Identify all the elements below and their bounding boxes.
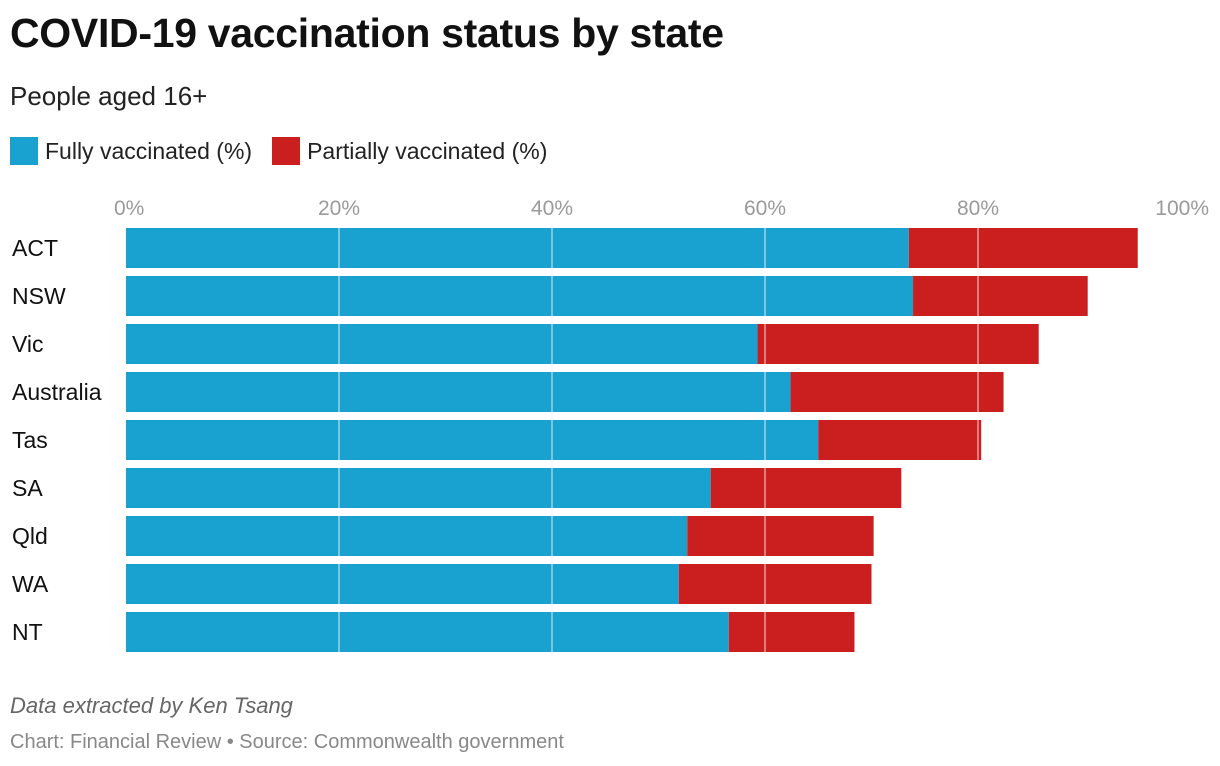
bar-tas-fully — [126, 420, 819, 460]
bars-group — [126, 228, 1138, 652]
bar-sa-partially — [710, 468, 902, 508]
legend-swatch-fully — [10, 137, 38, 165]
category-label-nt: NT — [12, 619, 43, 645]
category-label-australia: Australia — [12, 379, 102, 405]
category-label-nsw: NSW — [12, 283, 66, 309]
gridlines-group — [338, 224, 1192, 652]
x-tick-label-40: 40% — [531, 197, 573, 220]
bar-australia-fully — [126, 372, 791, 412]
bar-nsw-partially — [913, 276, 1088, 316]
bar-nt-fully — [126, 612, 729, 652]
category-label-act: ACT — [12, 235, 58, 261]
bar-australia-partially — [790, 372, 1004, 412]
x-tick-label-80: 80% — [957, 197, 999, 220]
x-tick-labels: 0% 20% 40% 60% 80% 100% — [114, 197, 1209, 220]
x-tick-label-100: 100% — [1155, 197, 1209, 220]
x-tick-label-60: 60% — [744, 197, 786, 220]
x-tick-label-0: 0% — [114, 197, 144, 220]
bar-wa-fully — [126, 564, 679, 604]
bar-qld-partially — [687, 516, 874, 556]
category-label-vic: Vic — [12, 331, 44, 357]
footer-credit: Chart: Financial Review • Source: Common… — [10, 731, 564, 753]
category-labels: ACT NSW Vic Australia Tas SA Qld WA NT — [12, 235, 102, 645]
bar-nt-partially — [728, 612, 855, 652]
chart-title: COVID-19 vaccination status by state — [10, 10, 724, 56]
legend-item-partially: Partially vaccinated (%) — [272, 137, 547, 165]
bar-sa-fully — [126, 468, 711, 508]
bar-act-partially — [908, 228, 1138, 268]
legend-swatch-partially — [272, 137, 301, 165]
bar-qld-fully — [126, 516, 688, 556]
bar-tas-partially — [818, 420, 982, 460]
bar-nsw-fully — [126, 276, 914, 316]
category-label-tas: Tas — [12, 427, 48, 453]
category-label-sa: SA — [12, 475, 43, 501]
category-label-wa: WA — [12, 571, 49, 597]
legend-label-fully: Fully vaccinated (%) — [45, 137, 253, 164]
legend: Fully vaccinated (%) Partially vaccinate… — [10, 137, 567, 165]
bar-act-fully — [126, 228, 909, 268]
category-label-qld: Qld — [12, 523, 48, 549]
footer-note: Data extracted by Ken Tsang — [10, 693, 293, 718]
x-tick-label-20: 20% — [318, 197, 360, 220]
bar-vic-fully — [126, 324, 758, 364]
legend-item-fully: Fully vaccinated (%) — [10, 137, 252, 165]
stacked-bar-chart: 0% 20% 40% 60% 80% 100% ACT NSW Vic Australia Tas S… — [12, 197, 1209, 652]
legend-label-partially: Partially vaccinated (%) — [307, 137, 548, 164]
bar-wa-partially — [678, 564, 872, 604]
bar-vic-partially — [757, 324, 1039, 364]
chart-subtitle: People aged 16+ — [10, 81, 208, 111]
